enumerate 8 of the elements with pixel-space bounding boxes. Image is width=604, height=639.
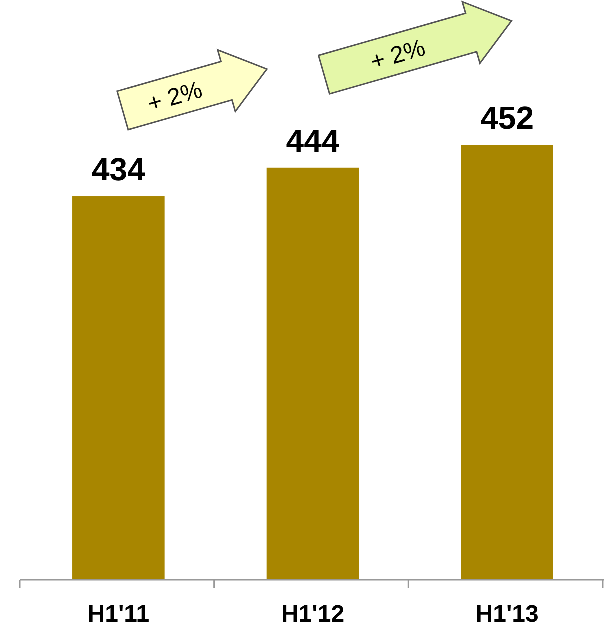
data-label: 434 (92, 152, 146, 188)
x-tick-label: H1'11 (88, 601, 150, 628)
data-label: 452 (480, 100, 534, 136)
x-tick-label: H1'13 (476, 601, 539, 628)
text: + 2% (368, 34, 429, 76)
x-tick-label: H1'12 (281, 601, 345, 628)
data-label: 444 (286, 122, 340, 159)
text: + 2% (144, 76, 206, 118)
